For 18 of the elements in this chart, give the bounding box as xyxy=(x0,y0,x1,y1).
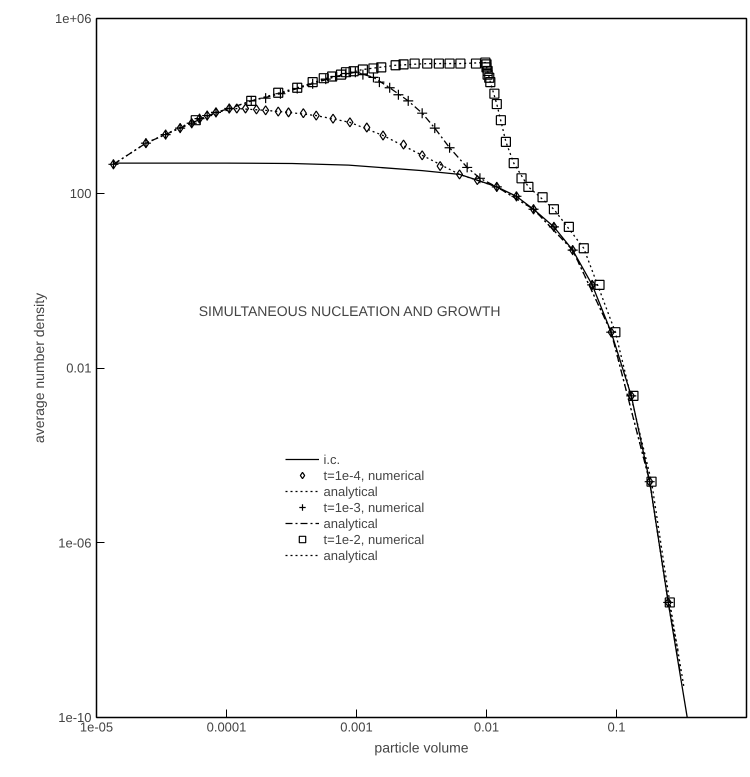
legend-label: t=1e-4, numerical xyxy=(324,467,424,484)
legend-label: analytical xyxy=(324,483,378,500)
legend-label: analytical xyxy=(324,547,378,564)
legend-label: analytical xyxy=(324,515,378,532)
legend-label: t=1e-2, numerical xyxy=(324,531,424,548)
y-tick-label: 100 xyxy=(70,186,92,201)
legend-label: t=1e-3, numerical xyxy=(324,499,424,516)
y-axis-title: average number density xyxy=(30,292,47,444)
x-tick-label: 0.1 xyxy=(607,720,626,734)
y-tick-label: 1e-06 xyxy=(58,535,92,550)
x-tick-label: 0.001 xyxy=(340,720,373,734)
x-tick-label: 0.01 xyxy=(474,720,500,734)
legend-label: i.c. xyxy=(324,451,342,468)
x-axis-title: particle volume xyxy=(374,740,469,756)
y-tick-label: 1e+06 xyxy=(54,11,92,26)
y-tick-label: 0.01 xyxy=(66,360,92,376)
x-tick-label: 0.0001 xyxy=(206,720,246,734)
annotation: SIMULTANEOUS NUCLEATION AND GROWTH xyxy=(198,303,501,320)
